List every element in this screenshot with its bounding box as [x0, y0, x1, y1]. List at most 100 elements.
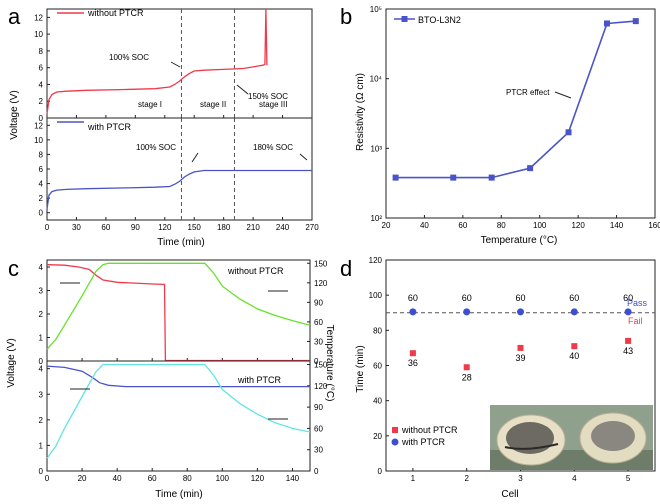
y-tick-label: 3 — [39, 390, 44, 399]
data-label: 60 — [515, 293, 525, 303]
x-tick-label: 140 — [286, 474, 300, 483]
y-tick-label: 4 — [39, 80, 44, 89]
y-tick-label: 100 — [369, 291, 383, 300]
series-line — [46, 363, 311, 459]
y-tick-label: 10 — [34, 30, 43, 39]
data-label: 60 — [462, 293, 472, 303]
data-point — [450, 174, 457, 181]
y-tick-label: 120 — [314, 279, 328, 288]
y-tick-label: 12 — [34, 13, 43, 22]
axis-label-x: Time (min) — [155, 489, 202, 500]
axis-label-x: Time (min) — [157, 237, 204, 248]
data-point — [392, 174, 399, 181]
panel-label-a: a — [8, 4, 21, 29]
annotation-arrow — [191, 152, 199, 163]
data-label: 39 — [515, 353, 525, 363]
series-line — [46, 169, 312, 210]
x-tick-label: 40 — [420, 221, 429, 230]
data-point — [517, 344, 524, 351]
annotation-soc-180: 180% SOC — [253, 143, 293, 152]
data-label: 60 — [408, 293, 418, 303]
x-tick-label: 0 — [45, 223, 50, 232]
y-tick-label: 20 — [373, 432, 382, 441]
subplot-label: with PTCR — [237, 375, 282, 385]
axis-label-y: Resistivity (Ω cm) — [355, 73, 366, 151]
y-tick-label: 90 — [314, 298, 323, 307]
data-label: 28 — [462, 372, 472, 382]
y-tick-label: 12 — [34, 121, 43, 130]
x-tick-label: 180 — [217, 223, 231, 232]
y-tick-label: 60 — [373, 362, 382, 371]
panel-label-c: c — [8, 256, 19, 281]
legend-label: without PTCR — [401, 425, 458, 435]
panel-label-b: b — [340, 4, 352, 29]
stage-label-1: stage I — [138, 100, 162, 109]
y-tick-label: 0 — [314, 467, 319, 476]
legend-label: with PTCR — [87, 122, 132, 132]
threshold-label-pass: Pass — [627, 298, 648, 308]
data-point — [632, 18, 639, 25]
x-tick-label: 30 — [72, 223, 81, 232]
x-tick-label: 60 — [148, 474, 157, 483]
series-line — [46, 8, 268, 114]
data-point — [517, 308, 524, 316]
y-tick-label: 60 — [314, 424, 323, 433]
y-tick-label: 0 — [39, 114, 44, 123]
data-point — [463, 308, 471, 316]
x-tick-label: 1 — [411, 474, 416, 483]
subplot-label: without PTCR — [227, 266, 284, 276]
series-line — [46, 365, 310, 388]
x-tick-label: 60 — [101, 223, 110, 232]
axis-label-y-right: Temperature (°C) — [324, 325, 335, 402]
x-tick-label: 100 — [216, 474, 230, 483]
x-tick-label: 2 — [464, 474, 469, 483]
stage-label-2: stage II — [200, 100, 226, 109]
y-tick-label: 2 — [39, 194, 44, 203]
data-point — [571, 343, 578, 350]
x-tick-label: 120 — [571, 221, 585, 230]
x-tick-label: 20 — [382, 221, 391, 230]
y-tick-label: 2 — [39, 310, 44, 319]
coin-cell-damaged — [506, 422, 554, 454]
y-tick-label: 4 — [39, 365, 44, 374]
y-tick-label: 3 — [39, 287, 44, 296]
annotation-ptcr-effect: PTCR effect — [506, 88, 550, 97]
y-tick-label: 40 — [373, 397, 382, 406]
series-line — [395, 20, 636, 179]
y-tick-label: 0 — [39, 467, 44, 476]
data-point — [527, 165, 534, 172]
annotation-arrow — [299, 153, 308, 161]
data-point — [624, 308, 632, 316]
legend-marker — [392, 427, 398, 433]
data-label: 43 — [623, 346, 633, 356]
chart-c: Voltage (V) Temperature (°C) Time (min) … — [6, 259, 335, 500]
plot-frame — [46, 117, 313, 221]
y-tick-label: 2 — [39, 416, 44, 425]
y-tick-label: 60 — [314, 318, 323, 327]
x-tick-label: 100 — [533, 221, 547, 230]
series-line — [46, 264, 310, 362]
y-tick-label: 0 — [314, 357, 319, 366]
y-tick-label: 150 — [314, 259, 328, 268]
y-tick-label: 30 — [314, 337, 323, 346]
y-tick-label: 4 — [39, 263, 44, 272]
y-tick-label: 120 — [314, 382, 328, 391]
coin-cell-crack — [504, 443, 559, 450]
x-tick-label: 60 — [458, 221, 467, 230]
annotation-arrow — [236, 84, 249, 95]
data-label: 36 — [408, 358, 418, 368]
data-point — [463, 364, 470, 371]
x-tick-label: 80 — [183, 474, 192, 483]
data-point — [570, 308, 578, 316]
y-tick-label: 150 — [314, 361, 328, 370]
y-tick-label: 30 — [314, 446, 323, 455]
y-tick-label: 10³ — [370, 144, 382, 153]
chart-b: Resistivity (Ω cm) Temperature (°C) BTO-… — [355, 5, 660, 246]
y-tick-label: 2 — [39, 97, 44, 106]
coin-cell-intact — [591, 421, 635, 451]
axis-label-y: Voltage (V) — [9, 90, 20, 139]
axis-label-x: Temperature (°C) — [481, 235, 558, 246]
data-label: 60 — [623, 293, 633, 303]
data-label: 40 — [569, 351, 579, 361]
